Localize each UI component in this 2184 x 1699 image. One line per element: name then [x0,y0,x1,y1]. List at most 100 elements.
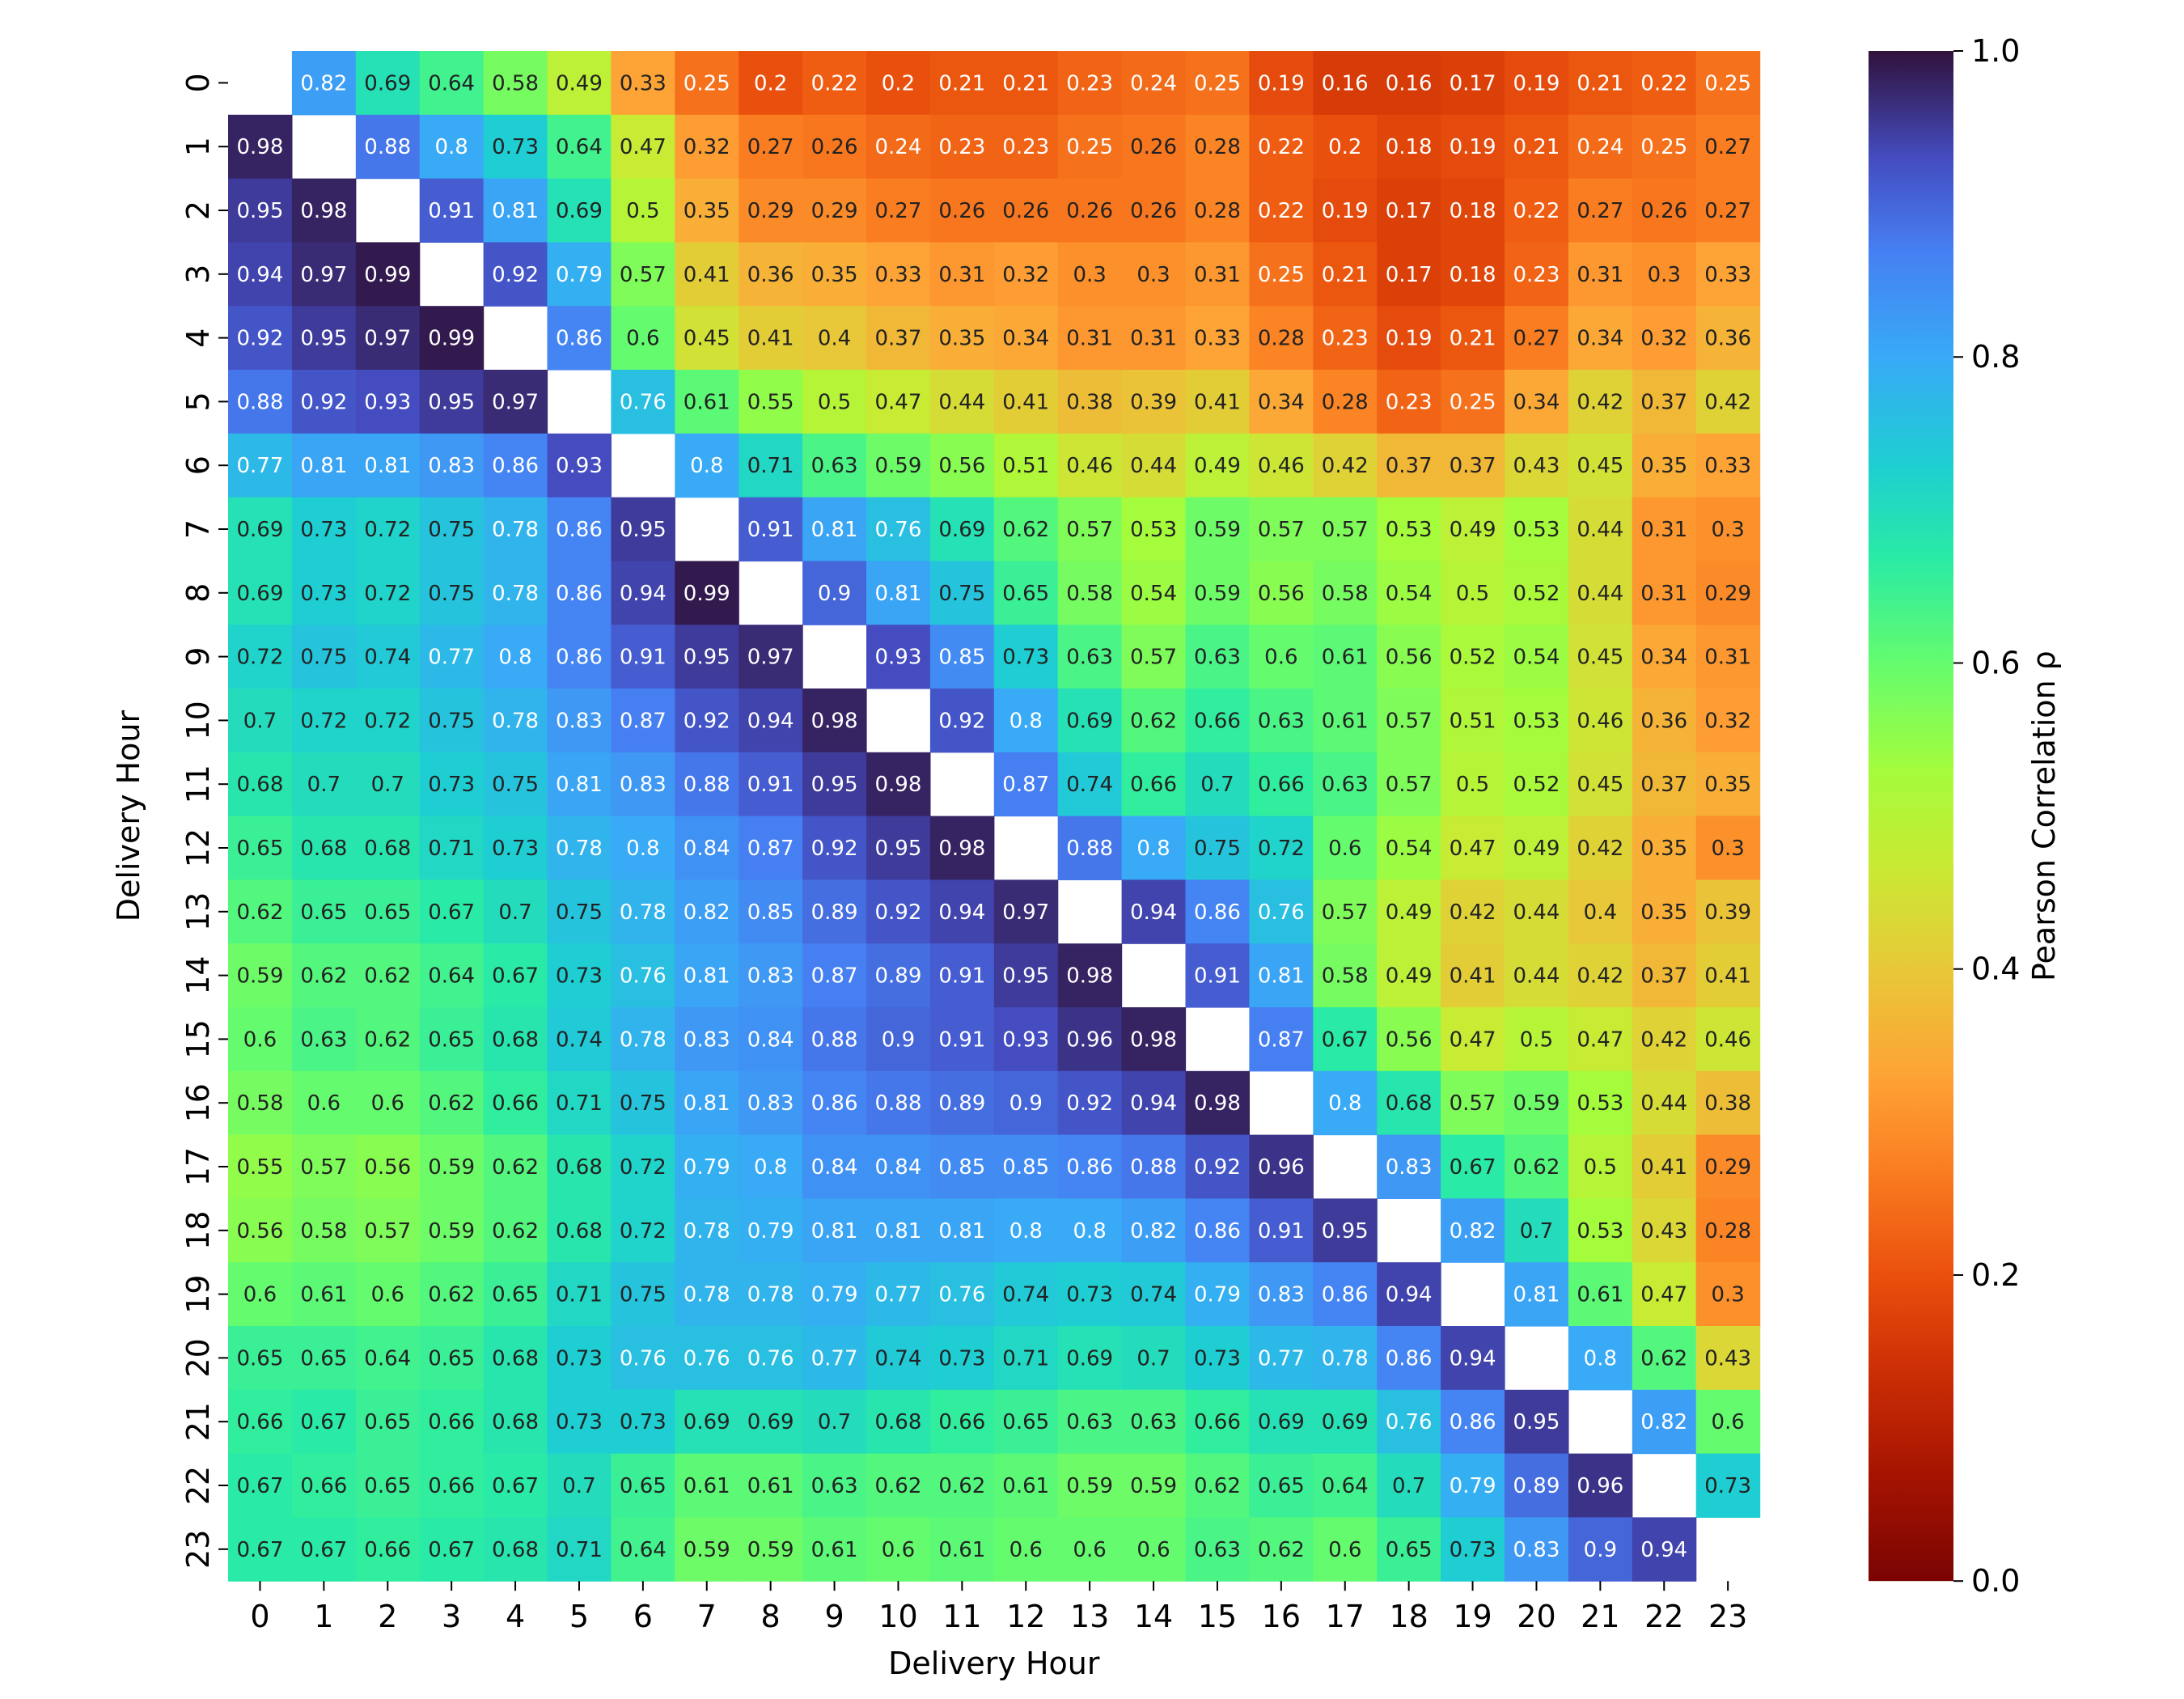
heatmap-cell [1441,51,1505,116]
heatmap-cell-label: 0.73 [1450,1538,1496,1562]
heatmap-cell [547,178,612,243]
heatmap-cell-label: 0.74 [875,1346,922,1371]
heatmap-cell [1632,370,1697,434]
heatmap-cell [1249,879,1314,944]
heatmap-cell [1505,1262,1569,1327]
heatmap-cell [483,433,548,498]
heatmap-cell [675,943,739,1008]
heatmap-cell-label: 0.63 [1194,1538,1241,1562]
heatmap-cell [1695,51,1761,116]
heatmap-cell-label: 0.58 [1066,582,1113,606]
heatmap-cell [1377,816,1441,880]
heatmap-cell-label: 0.97 [300,263,347,287]
heatmap-cell-label: 0.91 [938,1027,985,1052]
heatmap-cell [419,1453,485,1518]
heatmap-cell-label: 0.22 [811,71,858,95]
heatmap-cell-label: 0.96 [1577,1474,1623,1498]
heatmap-cell [355,943,421,1008]
heatmap-cell [1441,242,1505,307]
heatmap-cell-label: 0.61 [684,390,730,414]
heatmap-cell [1057,943,1123,1008]
heatmap-cell-label: 0.62 [1002,518,1049,542]
heatmap-cell [1057,625,1123,689]
heatmap-cell [929,178,995,243]
heatmap-cell-label: 0.29 [811,199,858,223]
heatmap-cell [483,943,548,1008]
heatmap-cell-label: 0.31 [938,263,985,287]
heatmap-cell [547,561,612,625]
heatmap-cell-label: 0.3 [1711,837,1744,861]
heatmap-cell [1249,433,1314,498]
heatmap-cell-label: 0.5 [1584,1155,1617,1180]
heatmap-cell [611,561,675,625]
heatmap-cell [1568,370,1633,434]
heatmap-cell-label: 0.38 [1704,1091,1751,1116]
heatmap-cell [1441,1134,1505,1199]
heatmap-cell-label: 0.77 [1258,1346,1305,1371]
heatmap-cell [1632,497,1697,561]
heatmap-cell [1057,51,1123,116]
heatmap-cell-label: 0.75 [938,582,985,606]
heatmap-cell-label: 0.95 [620,518,667,542]
heatmap-cell-label: 0.88 [811,1027,858,1052]
heatmap-cell-label: 0.68 [492,1410,539,1434]
heatmap-cell [611,1070,675,1136]
heatmap-cell [1632,1326,1697,1391]
heatmap-cell-label: 0.3 [1648,263,1681,287]
heatmap-cell-label: 0.65 [620,1474,667,1498]
y-tick-label: 12 [180,828,216,867]
heatmap-cell [993,561,1059,625]
heatmap-cell [1057,1262,1123,1327]
heatmap-cell-label: 0.95 [1513,1410,1560,1434]
heatmap-cell [291,51,357,116]
heatmap-cell [1377,1262,1441,1327]
heatmap-cell-label: 0.69 [747,1410,794,1434]
heatmap-cell [929,497,995,561]
heatmap-cell-label: 0.94 [237,263,284,287]
heatmap-cell [611,1198,675,1263]
heatmap-cell-label: 0.64 [428,964,475,989]
heatmap-cell-label: 0.65 [237,837,284,861]
heatmap-cell-label: 0.58 [1322,964,1369,989]
heatmap-cell [1441,816,1505,880]
heatmap-cell [1568,943,1633,1008]
heatmap-cell [228,1326,293,1391]
x-tick-label: 19 [1453,1599,1492,1634]
heatmap-cell-label: 0.6 [307,1091,341,1116]
heatmap-cell-label: 0.82 [1640,1410,1687,1434]
heatmap-cell-label: 0.75 [620,1283,667,1307]
y-tick-label: 11 [180,765,216,803]
heatmap-cell-label: 0.6 [882,1538,915,1562]
heatmap-cell [611,242,675,307]
heatmap-cell-label: 0.6 [243,1027,277,1052]
heatmap-cell [1057,114,1123,180]
heatmap-cell [355,1453,421,1518]
heatmap-cell-label: 0.69 [556,199,603,223]
heatmap-cell-label: 0.78 [492,518,539,542]
heatmap-cell-label: 0.47 [875,390,922,414]
heatmap-cell [1185,1517,1250,1582]
heatmap-cell [419,816,485,880]
heatmap-cell-label: 0.86 [1386,1346,1433,1371]
heatmap-cell [1568,433,1633,498]
heatmap-cell [1568,816,1633,880]
heatmap-cell-label: 0.5 [626,199,659,223]
heatmap-cell-label: 0.83 [1513,1538,1560,1562]
heatmap-cell [355,1198,421,1263]
heatmap-cell-label: 0.28 [1194,199,1241,223]
heatmap-cell [291,1007,357,1072]
heatmap-cell-label: 0.63 [1066,646,1113,670]
heatmap-cell-label: 0.63 [811,454,858,478]
heatmap-cell [483,1517,548,1582]
heatmap-cell [866,1262,931,1327]
heatmap-cell-label: 0.36 [1704,327,1751,351]
heatmap-cell-label: 0.31 [1130,327,1177,351]
heatmap-cell-label: 0.5 [818,390,851,414]
heatmap-cell [993,1070,1059,1136]
heatmap-cell [228,242,293,307]
heatmap-cell-label: 0.34 [1258,390,1305,414]
heatmap-cell [1377,561,1441,625]
heatmap-cell-label: 0.92 [1066,1091,1113,1116]
heatmap-cell [1695,879,1761,944]
heatmap-cell [739,1389,803,1455]
